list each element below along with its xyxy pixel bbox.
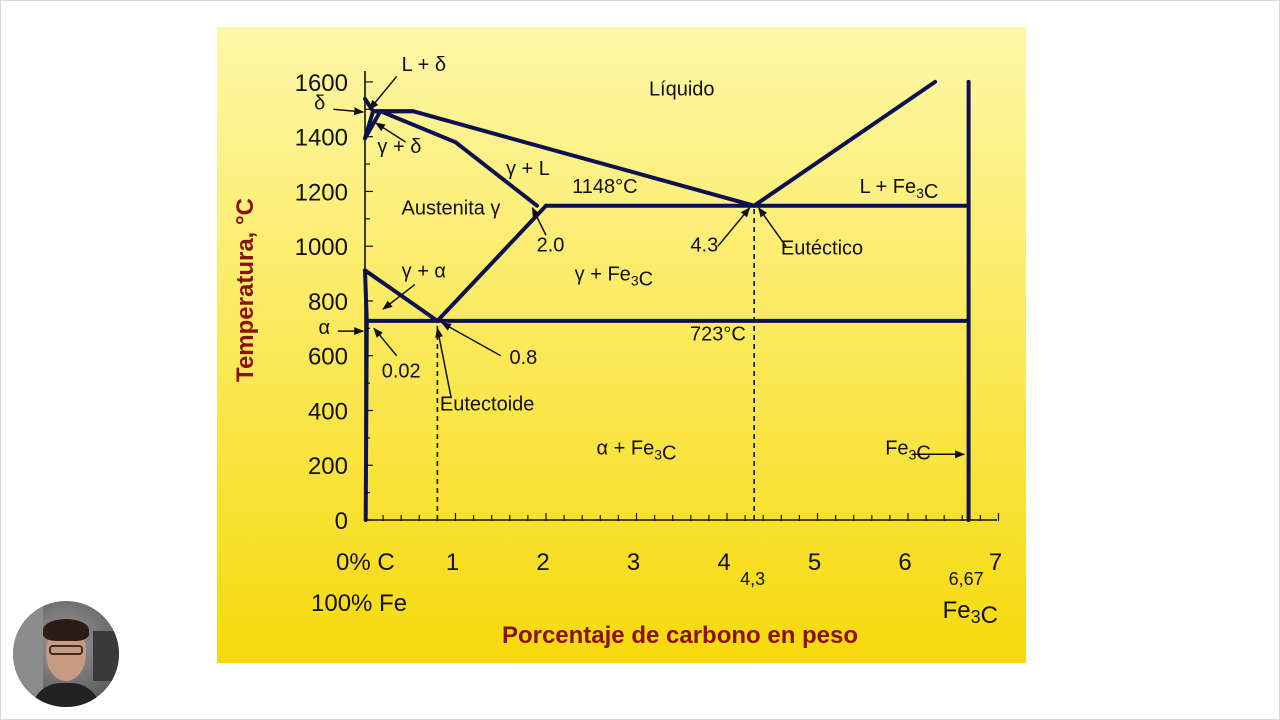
phase-label: γ + Fe3C <box>575 263 653 290</box>
phase-boundary <box>363 109 383 141</box>
x-tick-label: 3 <box>627 549 640 576</box>
x-tick-label: 1 <box>446 549 459 576</box>
region-labels: 0% C 1 2 3 4 5 6 7 0 200 400 600 800 1000 1200 1400 1600… <box>232 54 1002 649</box>
y-tick-label: 200 <box>308 453 348 480</box>
annotation-arrows <box>333 75 966 459</box>
webcam-overlay <box>13 601 119 707</box>
annotation-arrow <box>382 283 416 310</box>
annotation-arrow <box>368 75 398 111</box>
phase-label: 0.02 <box>382 361 421 383</box>
x-tick-label: 4 <box>717 549 730 576</box>
phase-label: γ + δ <box>377 136 421 158</box>
phase-label: 2.0 <box>537 235 565 257</box>
y-tick-label: 600 <box>308 344 348 371</box>
y-tick-label: 0 <box>335 508 348 535</box>
x-tick-label: 7 <box>989 549 1002 576</box>
guide-lines <box>436 205 755 520</box>
annotation-arrow <box>531 206 547 236</box>
phase-label: Líquido <box>649 79 715 101</box>
x-axis-title: Porcentaje de carbono en peso <box>502 622 858 649</box>
phase-label: Eutéctico <box>781 237 863 259</box>
annotation-arrow <box>333 107 365 116</box>
x-tick-label: 0% C <box>336 549 395 576</box>
axis-ticks <box>364 81 1000 521</box>
phase-label: γ + α <box>402 261 446 283</box>
phase-label: 723°C <box>690 324 746 346</box>
chart-panel <box>217 27 1026 663</box>
phase-label: α <box>318 317 330 339</box>
annotation-arrow <box>758 207 787 247</box>
annotation-arrow <box>375 122 407 143</box>
phase-label: Eutectoide <box>440 393 535 415</box>
annotation-arrow <box>441 322 502 357</box>
y-tick-label: 1600 <box>295 70 348 97</box>
phase-label: Austenita γ <box>401 198 500 220</box>
phase-label: γ + L <box>506 158 550 180</box>
y-tick-label: 800 <box>308 289 348 316</box>
x-tick-label: 6 <box>898 549 911 576</box>
phase-boundary <box>378 109 539 208</box>
phase-label: 1148°C <box>572 176 637 198</box>
phase-label: L + Fe3C <box>860 176 939 203</box>
phase-label: L + δ <box>402 54 446 76</box>
origin-sublabel: 100% Fe <box>311 590 407 617</box>
phase-boundary <box>363 268 369 522</box>
phase-label: Fe3C <box>885 437 931 464</box>
phase-label: 0.8 <box>509 347 537 369</box>
fe3c-composition-label: 6,67 <box>949 569 984 589</box>
fe3c-axis-label: Fe3C <box>943 597 998 629</box>
eutectic-composition-label: 4,3 <box>740 569 765 589</box>
phase-boundary <box>371 79 938 208</box>
y-tick-label: 1200 <box>295 179 348 206</box>
x-tick-label: 2 <box>536 549 549 576</box>
y-axis-title: Temperatura, °C <box>232 198 259 382</box>
y-tick-label: 400 <box>308 398 348 425</box>
x-tick-label: 5 <box>808 549 821 576</box>
phase-label: α + Fe3C <box>597 437 677 464</box>
y-tick-label: 1400 <box>295 125 348 152</box>
phase-label: 4.3 <box>690 235 718 257</box>
annotation-arrow <box>435 327 452 397</box>
y-tick-label: 1000 <box>295 234 348 261</box>
phase-boundaries <box>363 79 971 522</box>
annotation-arrow <box>373 327 398 357</box>
phase-boundary <box>435 203 548 323</box>
annotation-arrow <box>717 207 751 247</box>
phase-label: δ <box>314 92 325 114</box>
